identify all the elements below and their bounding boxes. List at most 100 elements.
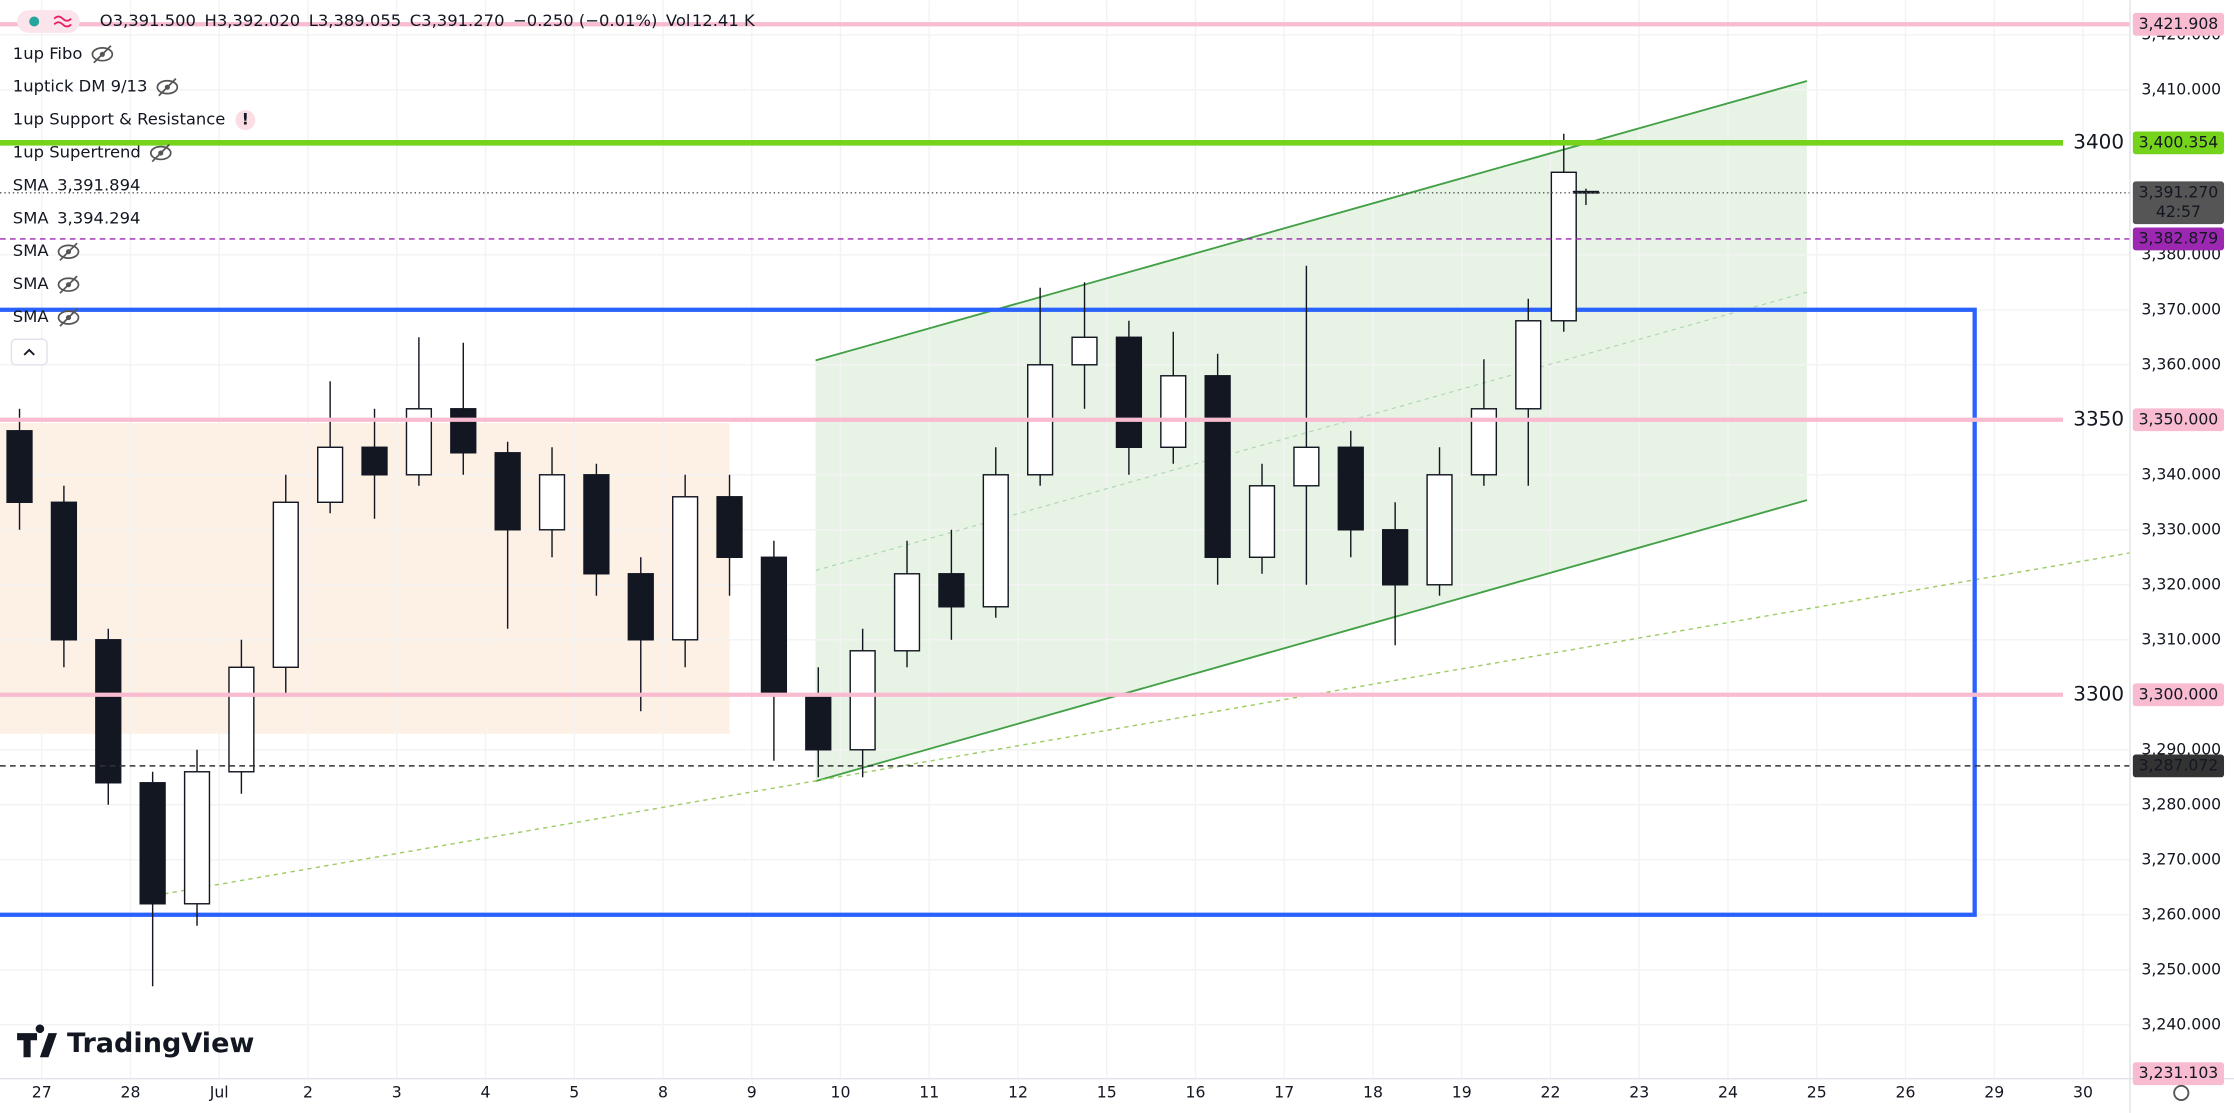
slash <box>93 45 112 64</box>
indicator-value: 3,394.294 <box>57 208 140 227</box>
y-tick-label: 3,410.000 <box>2141 79 2221 98</box>
candle-body <box>494 452 521 531</box>
hidden-icon[interactable] <box>149 143 172 163</box>
hidden-icon[interactable] <box>156 78 179 97</box>
price-label: 3,421.908 <box>2139 14 2219 33</box>
status-pill[interactable] <box>17 10 80 33</box>
alert-badge <box>235 110 256 131</box>
price-label-bg <box>2132 227 2225 251</box>
candle-body <box>1550 171 1577 322</box>
eye <box>156 79 179 95</box>
slash <box>158 78 177 97</box>
candles <box>6 133 1600 987</box>
x-tick-label: 15 <box>1097 1082 1117 1101</box>
x-tick-label: 9 <box>747 1082 757 1101</box>
hidden-icon[interactable] <box>57 275 80 294</box>
price-label-bg <box>2132 12 2225 36</box>
indicator-name: 1up Supertrend <box>13 143 141 162</box>
candle-body <box>183 771 211 905</box>
eye <box>149 145 172 161</box>
price-label-bg <box>2132 754 2225 778</box>
y-tick-label: 3,310.000 <box>2141 629 2221 648</box>
candle-body <box>1337 446 1364 531</box>
drawings <box>0 80 2131 917</box>
indicator-name: SMA <box>13 274 50 293</box>
x-tick-label: 11 <box>919 1082 939 1101</box>
settings-button[interactable] <box>2173 1084 2190 1101</box>
hidden-icon[interactable] <box>57 308 80 327</box>
x-tick-label: 19 <box>1452 1082 1472 1101</box>
x-tick-label: 10 <box>830 1082 850 1101</box>
collapse-button[interactable] <box>10 338 48 366</box>
candle-body <box>1382 529 1409 586</box>
candle-body <box>139 782 166 905</box>
ohlc-value: Vol <box>666 11 691 30</box>
x-tick-label: Jul <box>209 1082 229 1101</box>
y-tick-label: 3,320.000 <box>2141 574 2221 593</box>
candle-body <box>982 474 1009 608</box>
x-tick-label: 8 <box>658 1082 668 1101</box>
logo <box>17 1024 57 1058</box>
trendline <box>164 552 2131 895</box>
ohlc-value: C3,391.270 <box>410 11 505 30</box>
candle-body <box>1204 375 1231 558</box>
alert-icon: ! <box>242 110 249 129</box>
channel-lower <box>815 499 1808 783</box>
indicator-name: SMA <box>13 175 50 194</box>
x-tick-label: 12 <box>1008 1082 1028 1101</box>
x-tick-label: 3 <box>392 1082 402 1101</box>
candle-body <box>272 501 299 668</box>
candle-body <box>627 573 654 641</box>
x-tick-label: 18 <box>1363 1082 1383 1101</box>
candle-body <box>6 430 33 503</box>
ohlc-value: H3,392.020 <box>205 11 301 30</box>
y-tick-label: 3,340.000 <box>2141 464 2221 483</box>
y-tick-label: 3,370.000 <box>2141 299 2221 318</box>
indicator-name: SMA <box>13 307 50 326</box>
y-tick-label: 3,250.000 <box>2141 959 2221 978</box>
x-tick-label: 16 <box>1185 1082 1205 1101</box>
candle-body <box>1293 446 1320 487</box>
ohlc-value: L3,389.055 <box>309 11 401 30</box>
hidden-icon[interactable] <box>57 242 80 261</box>
channel-upper <box>815 80 1808 362</box>
hidden-icon[interactable] <box>91 45 114 64</box>
gear-icon[interactable] <box>2173 1084 2190 1101</box>
x-tick-label: 28 <box>120 1082 140 1101</box>
range-box <box>0 307 1977 917</box>
candle-body <box>538 474 566 531</box>
slash <box>59 275 78 294</box>
level-tag: 3350 <box>2073 406 2124 430</box>
status-icon <box>53 15 72 28</box>
candle-body <box>1160 375 1187 448</box>
candle-body <box>450 408 477 454</box>
candle-body <box>893 573 921 652</box>
candle-body <box>361 446 388 476</box>
eye <box>91 47 114 62</box>
y-tick-label: 3,270.000 <box>2141 849 2221 868</box>
x-tick-label: 26 <box>1895 1082 1915 1101</box>
collapse-icon <box>23 348 35 356</box>
level-tag: 3300 <box>2073 681 2124 705</box>
y-tick-label: 3,290.000 <box>2141 739 2221 758</box>
candle-body <box>95 639 122 784</box>
price-label-bg <box>2132 1062 2225 1086</box>
indicator-name: 1up Fibo <box>13 44 83 63</box>
slash <box>59 242 78 261</box>
indicator-name: 1up Support & Resistance <box>13 110 226 129</box>
candle-body <box>317 446 344 503</box>
candle-body <box>1071 336 1098 366</box>
candle-body <box>805 694 832 751</box>
x-tick-label: 29 <box>1984 1082 2004 1101</box>
axes: 27 28 Jul 2 3 4 5 8 9 10 11 12 15 16 17 18 19 22 23 24 25 26 2… <box>32 12 2225 1101</box>
x-tick-label: 27 <box>32 1082 52 1101</box>
x-tick-label: 4 <box>480 1082 490 1101</box>
indicator-name: SMA <box>13 241 50 260</box>
x-tick-label: 17 <box>1274 1082 1294 1101</box>
candle-body <box>716 496 743 558</box>
price-label: 3,382.879 <box>2139 228 2219 247</box>
price-label: 3,287.072 <box>2139 755 2219 774</box>
price-label-bg <box>2132 683 2225 707</box>
watermark-text: TradingView <box>67 1028 254 1059</box>
